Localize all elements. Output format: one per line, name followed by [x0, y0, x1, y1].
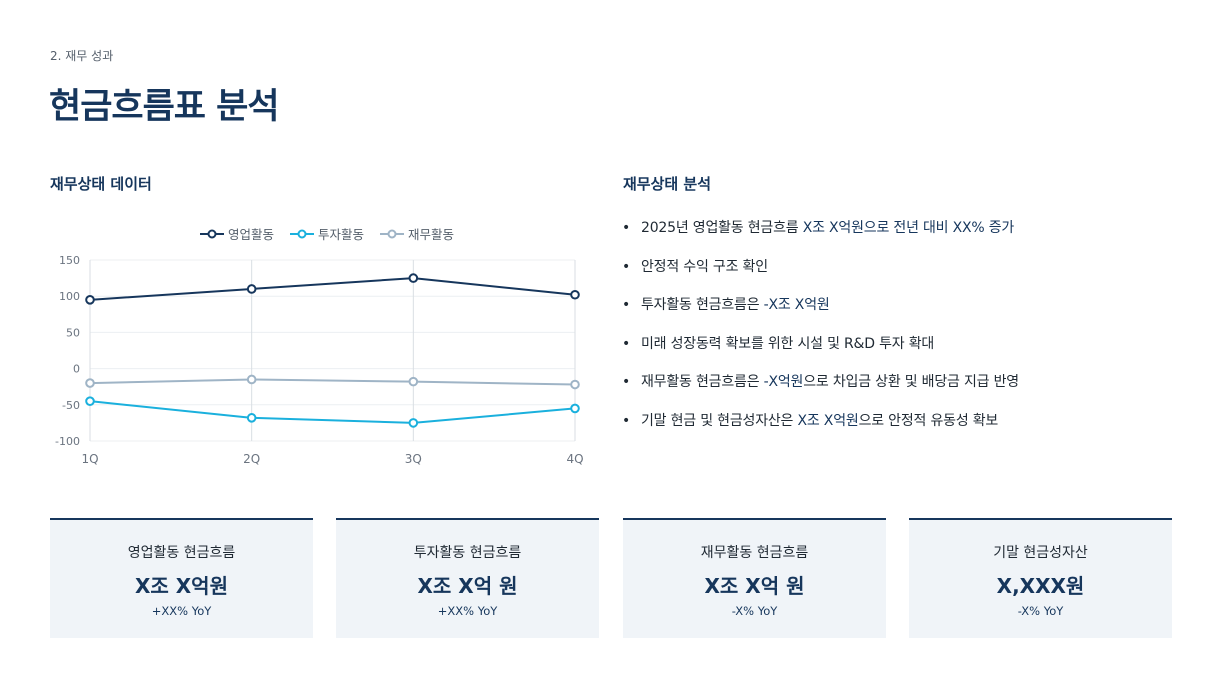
- kpi-change: +XX% YoY: [151, 604, 212, 618]
- legend-item-financing[interactable]: 재무활동: [380, 224, 454, 243]
- kpi-value: X조 X억 원: [704, 574, 805, 598]
- analysis-bullet-list: 2025년 영업활동 현금흐름 X조 X억원으로 전년 대비 XX% 증가 안정…: [622, 217, 1182, 448]
- kpi-value: X조 X억원: [134, 574, 228, 598]
- data-point: [85, 396, 95, 406]
- x-tick-label: 2Q: [243, 452, 260, 466]
- analysis-panel-heading: 재무상태 분석: [623, 175, 712, 193]
- kpi-change: -X% YoY: [731, 604, 778, 618]
- kpi-label: 재무활동 현금흐름: [700, 545, 809, 561]
- y-tick-label: -50: [62, 399, 80, 412]
- analysis-bullet: 안정적 수익 구조 확인: [622, 256, 1182, 295]
- kpi-change: +XX% YoY: [437, 604, 498, 618]
- kpi-card-row: 영업활동 현금흐름 X조 X억원 +XX% YoY 투자활동 현금흐름 X조 X…: [50, 518, 1172, 638]
- series-line-1: [89, 277, 576, 301]
- kpi-label: 영업활동 현금흐름: [127, 545, 236, 561]
- data-point: [408, 273, 419, 283]
- legend-label: 영업활동: [228, 227, 275, 242]
- data-point: [408, 376, 419, 387]
- data-point: [246, 374, 257, 385]
- data-point: [85, 295, 95, 305]
- legend-label: 재무활동: [408, 227, 455, 242]
- data-point: [570, 403, 580, 414]
- data-point: [408, 418, 419, 428]
- x-tick-label: 3Q: [405, 452, 422, 466]
- y-tick-label: -100: [55, 435, 80, 448]
- y-tick-label: 0: [73, 363, 80, 376]
- kpi-card-financing: 재무활동 현금흐름 X조 X억 원 -X% YoY: [623, 518, 886, 638]
- analysis-bullet: 기말 현금 및 현금성자산은 X조 X억원으로 안정적 유동성 확보: [622, 410, 1182, 449]
- series-line-3: [89, 378, 576, 386]
- data-point: [246, 284, 257, 294]
- legend-item-investing[interactable]: 투자활동: [290, 224, 364, 243]
- series-line-2: [89, 400, 576, 424]
- analysis-bullet: 재무활동 현금흐름은 -X억원으로 차입금 상환 및 배당금 지급 반영: [622, 371, 1182, 410]
- chart-panel-heading: 재무상태 데이터: [50, 175, 152, 193]
- y-tick-label: 100: [59, 290, 80, 303]
- y-tick-label: 150: [59, 254, 80, 267]
- data-point: [85, 378, 95, 388]
- kpi-value: X,XXX원: [996, 574, 1085, 598]
- kpi-card-ending-cash: 기말 현금성자산 X,XXX원 -X% YoY: [909, 518, 1172, 638]
- x-tick-label: 1Q: [81, 452, 98, 466]
- section-label: 2. 재무 성과: [50, 49, 114, 63]
- kpi-label: 투자활동 현금흐름: [413, 545, 522, 561]
- kpi-value: X조 X억 원: [417, 574, 518, 598]
- legend-investing-marker-icon: [290, 229, 315, 238]
- legend-label: 투자활동: [318, 227, 365, 242]
- x-tick-label: 4Q: [566, 452, 583, 466]
- legend-financing-marker-icon: [380, 229, 405, 238]
- y-tick-label: 50: [66, 326, 80, 339]
- kpi-label: 기말 현금성자산: [993, 545, 1088, 561]
- analysis-bullet: 투자활동 현금흐름은 -X조 X억원: [622, 294, 1182, 333]
- data-point: [570, 379, 580, 390]
- kpi-change: -X% YoY: [1017, 604, 1064, 618]
- data-point: [570, 289, 580, 300]
- analysis-bullet: 2025년 영업활동 현금흐름 X조 X억원으로 전년 대비 XX% 증가: [622, 217, 1182, 256]
- legend-operating-marker-icon: [200, 229, 224, 238]
- kpi-card-investing: 투자활동 현금흐름 X조 X억 원 +XX% YoY: [336, 518, 599, 638]
- analysis-bullet: 미래 성장동력 확보를 위한 시설 및 R&D 투자 확대: [622, 333, 1182, 372]
- chart-legend: 영업활동 투자활동 재무활동: [200, 224, 454, 243]
- page-title: 현금흐름표 분석: [49, 87, 280, 127]
- legend-item-operating[interactable]: 영업활동: [200, 224, 274, 243]
- kpi-card-operating: 영업활동 현금흐름 X조 X억원 +XX% YoY: [50, 518, 313, 638]
- data-point: [246, 413, 257, 423]
